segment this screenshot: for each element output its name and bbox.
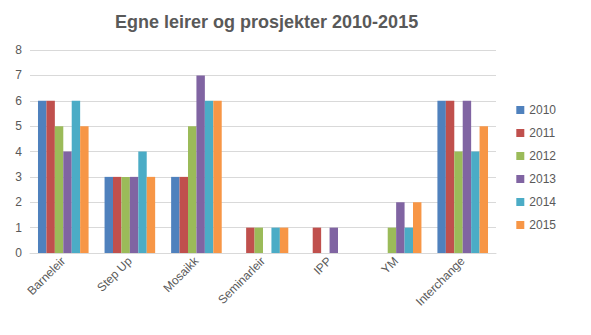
svg-text:Mosaikk: Mosaikk <box>160 253 202 295</box>
svg-text:2: 2 <box>15 195 22 209</box>
svg-text:1: 1 <box>15 221 22 235</box>
svg-text:2012: 2012 <box>529 149 556 163</box>
svg-text:Interchange: Interchange <box>413 254 468 309</box>
svg-text:7: 7 <box>15 68 22 82</box>
svg-text:8: 8 <box>15 43 22 57</box>
svg-text:Step Up: Step Up <box>94 254 135 295</box>
svg-text:IPP: IPP <box>311 254 335 278</box>
svg-text:Barneleir: Barneleir <box>24 254 68 298</box>
svg-text:2013: 2013 <box>529 172 556 186</box>
svg-text:6: 6 <box>15 94 22 108</box>
svg-text:3: 3 <box>15 170 22 184</box>
svg-text:YM: YM <box>378 254 401 277</box>
svg-text:2014: 2014 <box>529 195 556 209</box>
svg-text:2015: 2015 <box>529 218 556 232</box>
svg-text:2010: 2010 <box>529 103 556 117</box>
svg-text:5: 5 <box>15 119 22 133</box>
svg-text:4: 4 <box>15 145 22 159</box>
svg-text:0: 0 <box>15 246 22 260</box>
svg-text:2011: 2011 <box>529 126 555 140</box>
svg-text:Seminarleir: Seminarleir <box>215 254 268 307</box>
svg-text:Egne leirer og prosjekter 2010: Egne leirer og prosjekter 2010-2015 <box>115 12 418 32</box>
